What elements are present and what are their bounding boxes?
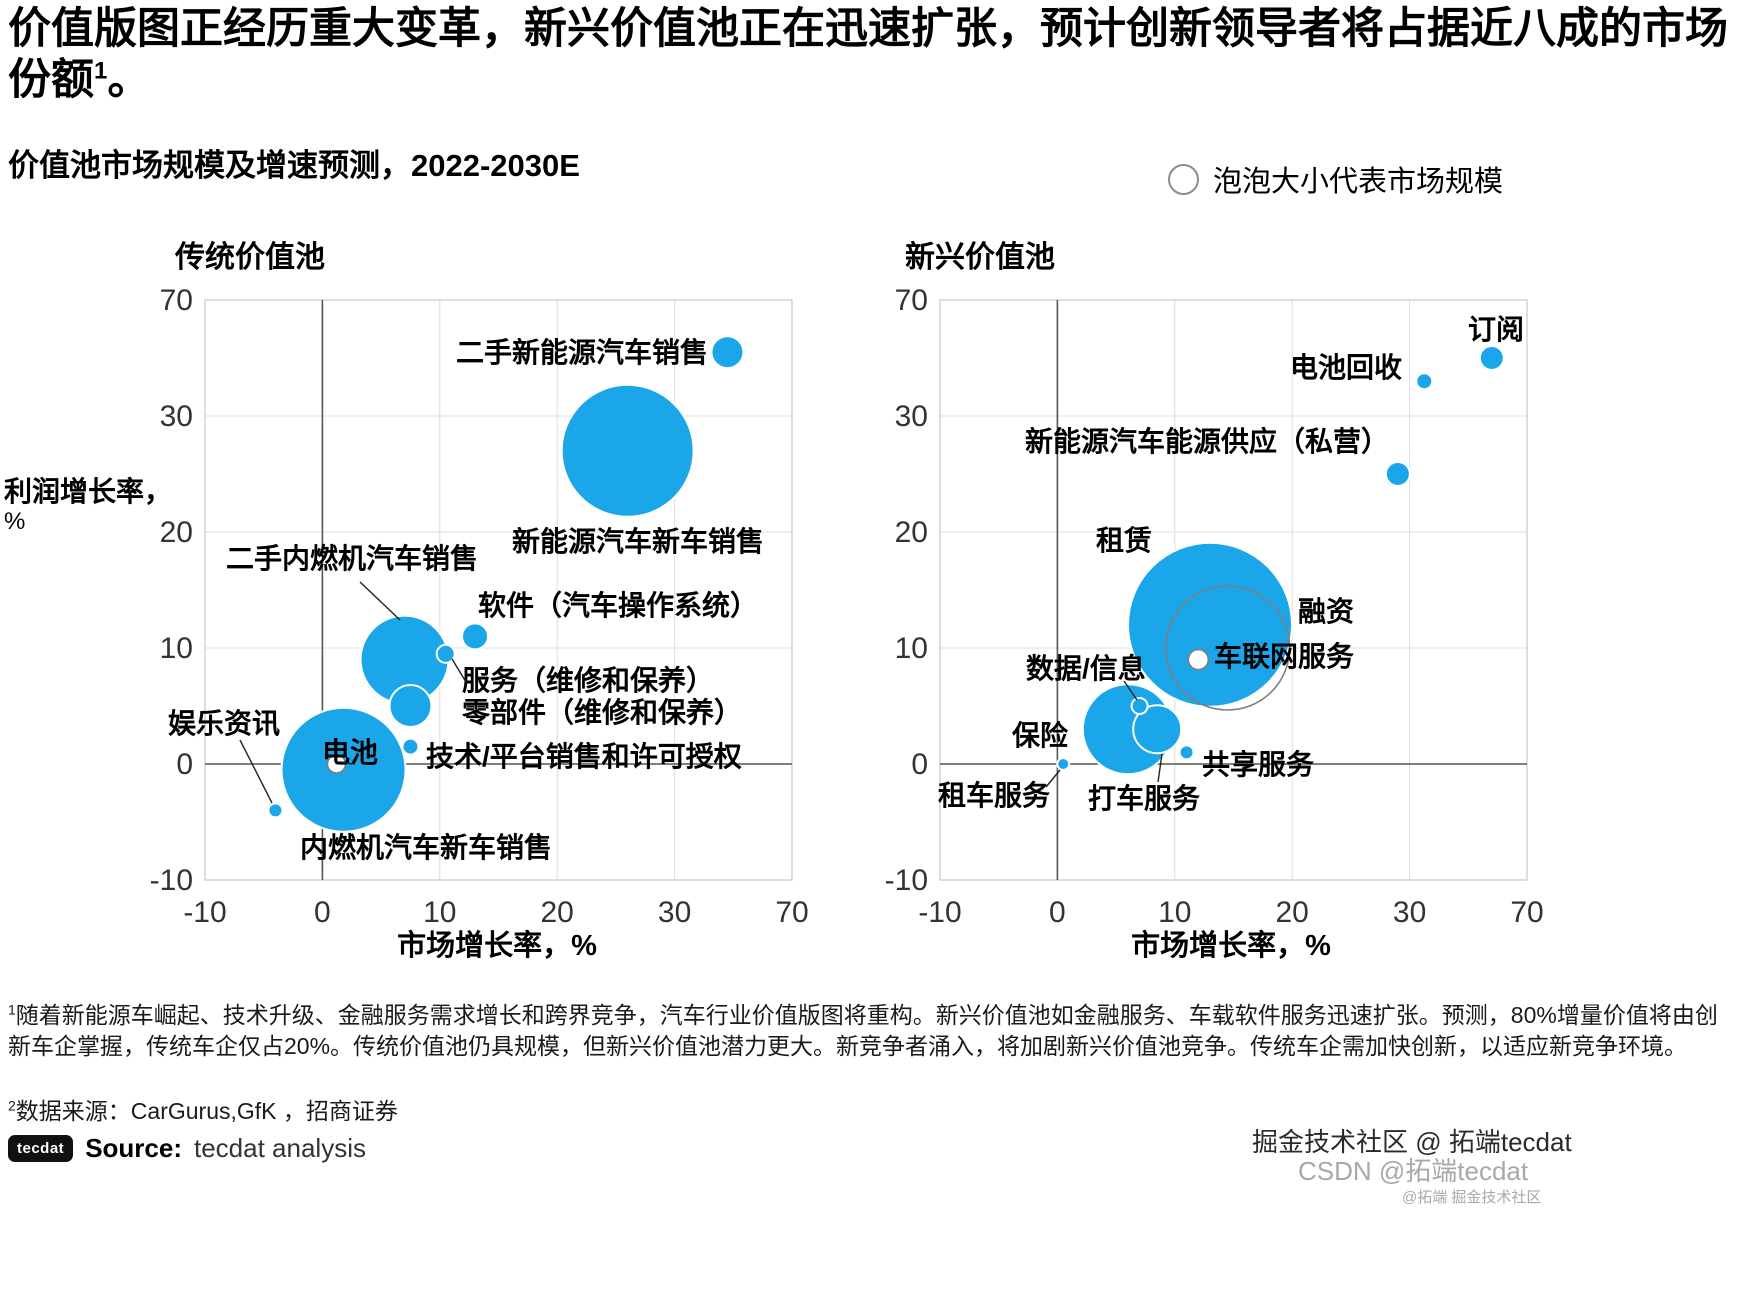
y-tick-label: 20 xyxy=(160,516,193,549)
source-row: tecdat Source: tecdat analysis xyxy=(8,1133,366,1164)
panel-title-traditional: 传统价值池 xyxy=(175,241,325,274)
bubble xyxy=(1415,372,1434,391)
bubble xyxy=(1127,541,1294,708)
page-title: 价值版图正经历重大变革，新兴价值池正在迅速扩张，预计创新领导者将占据近八成的市场… xyxy=(8,4,1735,105)
bubble-chart-traditional: -10 0 10 20 30 70 70 30 20 10 0 -10 xyxy=(150,284,809,929)
bubble-label-nev-energy-supply: 新能源汽车能源供应（私营） xyxy=(1025,426,1390,457)
bubble-label-new-ice-sales: 内燃机汽车新车销售 xyxy=(300,832,553,863)
footnote-2-marker: 2 xyxy=(8,1097,16,1114)
y-axis-unit: % xyxy=(4,508,26,535)
bubble-label-subscription: 订阅 xyxy=(1467,314,1524,345)
x-tick-label: 20 xyxy=(1276,896,1309,929)
tecdat-logo: tecdat xyxy=(8,1135,74,1162)
bubble-label-used-nev-sales: 二手新能源汽车销售 xyxy=(455,337,708,368)
bubble-label-connected-car-services: 车联网服务 xyxy=(1214,641,1355,672)
page-title-footnote-marker: 1 xyxy=(94,57,108,85)
bubble-size-icon xyxy=(1168,163,1199,195)
y-tick-label: 20 xyxy=(895,516,928,549)
bubble-label-financing: 融资 xyxy=(1298,596,1355,627)
bubble-label-ride-hailing: 打车服务 xyxy=(1088,783,1201,814)
x-tick-label: -10 xyxy=(183,896,226,929)
plot-border xyxy=(204,299,793,881)
y-tick-label: 30 xyxy=(160,400,193,433)
source-label: Source: xyxy=(85,1133,182,1163)
watermark-juejin: 掘金技术社区 @ 拓端tecdat xyxy=(1252,1127,1572,1157)
bubble-label-battery: 电池 xyxy=(322,737,379,768)
bubble xyxy=(1384,461,1411,487)
bubble-label-car-rental: 租车服务 xyxy=(938,780,1051,811)
plot-border xyxy=(939,299,1528,881)
footnote-1: 1随着新能源车崛起、技术升级、金融服务需求增长和跨界竞争，汽车行业价值版图将重构… xyxy=(8,1000,1726,1062)
page-title-text: 价值版图正经历重大变革，新兴价值池正在迅速扩张，预计创新领导者将占据近八成的市场… xyxy=(8,5,1728,104)
bubble xyxy=(435,643,456,664)
bubble-label-shared-services: 共享服务 xyxy=(1202,749,1315,780)
x-tick-label: 30 xyxy=(658,896,691,929)
x-tick-label: 30 xyxy=(1393,896,1426,929)
y-tick-label: 10 xyxy=(895,632,928,665)
x-tick-label: 70 xyxy=(1510,896,1543,929)
y-tick-label: 30 xyxy=(895,400,928,433)
bubble xyxy=(1478,345,1505,371)
bubble-label-software-os: 软件（汽车操作系统） xyxy=(478,590,759,621)
watermark-csdn: CSDN @拓端tecdat xyxy=(1298,1156,1529,1186)
footnote-1-marker: 1 xyxy=(8,1001,16,1018)
bubble-label-leasing: 租赁 xyxy=(1096,525,1153,556)
bubble-chart-emerging: -10 0 10 20 30 70 70 30 20 10 0 -10 xyxy=(885,284,1544,929)
size-legend: 泡泡大小代表市场规模 xyxy=(1168,158,1503,200)
exhibit-subtitle: 价值池市场规模及增速预测，2022-2030E xyxy=(8,148,580,183)
bubble xyxy=(388,684,433,728)
bubble-label-battery-recycling: 电池回收 xyxy=(1290,352,1403,383)
x-tick-label: 70 xyxy=(775,896,808,929)
bubble-label-used-ice-sales: 二手内燃机汽车销售 xyxy=(226,543,479,574)
y-axis-title: 利润增长率， xyxy=(4,476,173,507)
bubble xyxy=(461,622,490,651)
footnote-1-text: 随着新能源车崛起、技术升级、金融服务需求增长和跨界竞争，汽车行业价值版图将重构。… xyxy=(8,1002,1718,1059)
panel-title-emerging: 新兴价值池 xyxy=(905,241,1055,274)
y-tick-label: -10 xyxy=(885,864,928,897)
bubble xyxy=(1130,697,1149,715)
size-legend-label: 泡泡大小代表市场规模 xyxy=(1213,166,1504,198)
y-tick-label: 10 xyxy=(160,632,193,665)
bubble xyxy=(560,383,695,518)
x-axis-title-traditional: 市场增长率，% xyxy=(397,930,597,962)
y-tick-label: -10 xyxy=(150,864,193,897)
page-title-suffix: 。 xyxy=(107,55,151,104)
bubble-label-data-info: 数据/信息 xyxy=(1026,653,1146,684)
bubble xyxy=(1178,744,1195,761)
x-axis-title-emerging: 市场增长率，% xyxy=(1131,930,1331,962)
y-tick-label: 70 xyxy=(160,284,193,317)
bubble-label-new-nev-sales: 新能源汽车新车销售 xyxy=(512,526,765,557)
x-tick-label: 0 xyxy=(314,896,331,929)
bubble xyxy=(267,802,284,819)
bubble-label-entertainment-info: 娱乐资讯 xyxy=(168,708,281,739)
footnote-2: 2数据来源：CarGurus,GfK ，招商证券 xyxy=(8,1096,1726,1127)
x-tick-label: 20 xyxy=(541,896,574,929)
x-tick-label: 10 xyxy=(1158,896,1191,929)
x-tick-label: 10 xyxy=(423,896,456,929)
bubble-label-service-maintenance: 服务（维修和保养） xyxy=(462,665,715,696)
bubble-label-insurance: 保险 xyxy=(1012,720,1069,751)
bubble-label-tech-platform-licensing: 技术/平台销售和许可授权 xyxy=(426,741,742,772)
source-value: tecdat analysis xyxy=(194,1133,366,1163)
bubble xyxy=(1187,648,1210,671)
y-tick-label: 0 xyxy=(911,748,928,781)
bubble xyxy=(1132,704,1183,755)
footnote-2-text: 数据来源：CarGurus,GfK ，招商证券 xyxy=(15,1098,398,1124)
bubble xyxy=(401,737,420,756)
bubble xyxy=(710,335,745,370)
x-tick-label: -10 xyxy=(918,896,961,929)
y-tick-label: 0 xyxy=(176,748,193,781)
bubble xyxy=(1056,757,1071,771)
x-tick-label: 0 xyxy=(1049,896,1066,929)
bubble xyxy=(1164,585,1291,711)
y-tick-label: 70 xyxy=(895,284,928,317)
watermark-small: @拓端 掘金技术社区 xyxy=(1402,1189,1542,1206)
bubble-label-parts-maintenance: 零部件（维修和保养） xyxy=(462,697,743,728)
